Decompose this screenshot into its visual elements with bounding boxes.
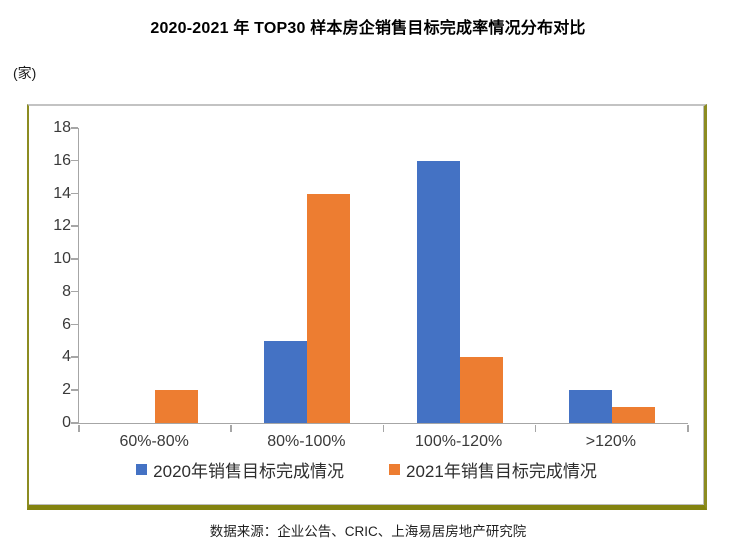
legend-item-2021: 2021年销售目标完成情况: [389, 457, 597, 482]
y-tick-mark-12: [71, 225, 78, 227]
x-tick-mark-4: [687, 424, 689, 432]
y-tick-mark-2: [71, 389, 78, 391]
y-tick-label-6: 6: [62, 315, 71, 333]
bar-group-60%-80%: [79, 128, 231, 423]
bar-group->120%: [536, 128, 688, 423]
y-tick-label-4: 4: [62, 348, 71, 366]
bar-group-80%-100%: [231, 128, 383, 423]
y-tick-label-0: 0: [62, 414, 71, 431]
legend-swatch-2020: [136, 464, 148, 475]
legend-item-2020: 2020年销售目标完成情况: [136, 457, 344, 482]
y-axis-labels: 0 2 4 6 8 10 12 14 16 18: [29, 119, 71, 431]
y-tick-mark-10: [71, 258, 78, 260]
y-tick-mark-18: [71, 127, 78, 129]
y-tick-mark-16: [71, 159, 78, 162]
bar-2021->120%: [611, 406, 655, 423]
y-tick-label-18: 18: [53, 119, 71, 136]
x-tick-mark-3: [534, 424, 537, 432]
y-tick-mark-6: [71, 323, 78, 326]
y-tick-label-12: 12: [53, 217, 71, 235]
y-tick-mark-14: [71, 192, 78, 195]
x-tick-mark-2: [382, 424, 384, 432]
bar-2020-80%-100%: [264, 341, 308, 423]
plot-area: [71, 127, 689, 432]
x-axis-label->120%: >120%: [585, 433, 636, 450]
y-tick-mark-8: [71, 290, 78, 293]
legend-label-2020: 2020年销售目标完成情况: [153, 462, 344, 481]
bar-2021-60%-80%: [155, 390, 199, 423]
legend-label-2021: 2021年销售目标完成情况: [406, 462, 597, 481]
y-axis-unit-label: (家): [13, 65, 37, 81]
y-tick-mark-4: [71, 356, 78, 358]
bar-2021-100%-120%: [459, 357, 503, 423]
y-tick-label-16: 16: [53, 151, 71, 169]
x-axis-labels: 60%-80% 80%-100% 100%-120% >120%: [78, 433, 687, 451]
legend-swatch-2021: [389, 464, 400, 475]
y-tick-label-8: 8: [62, 282, 71, 300]
y-tick-label-10: 10: [53, 250, 71, 268]
chart-frame: 0 2 4 6 8 10 12 14 16 18 60%-80% 80%-100% 100%-120%…: [27, 104, 707, 510]
bar-2020-100%-120%: [416, 160, 460, 423]
legend: 2020年销售目标完成情况 2021年销售目标完成情况: [29, 457, 704, 482]
bar-group-100%-120%: [384, 128, 536, 423]
y-tick-label-2: 2: [62, 381, 71, 399]
x-axis-label-80%-100%: 80%-100%: [267, 433, 346, 450]
x-tick-mark-0: [78, 424, 80, 432]
x-axis-label-60%-80%: 60%-80%: [119, 433, 189, 450]
x-tick-mark-1: [230, 424, 232, 432]
bar-2021-80%-100%: [307, 193, 351, 423]
y-tick-mark-0: [71, 422, 78, 424]
data-source-note: 数据来源：企业公告、CRIC、上海易居房地产研究院: [209, 524, 527, 539]
chart-title: 2020-2021 年 TOP30 样本房企销售目标完成率情况分布对比: [150, 20, 586, 37]
y-tick-label-14: 14: [53, 184, 71, 202]
x-axis-label-100%-120%: 100%-120%: [415, 433, 503, 450]
bar-2020->120%: [568, 390, 612, 423]
